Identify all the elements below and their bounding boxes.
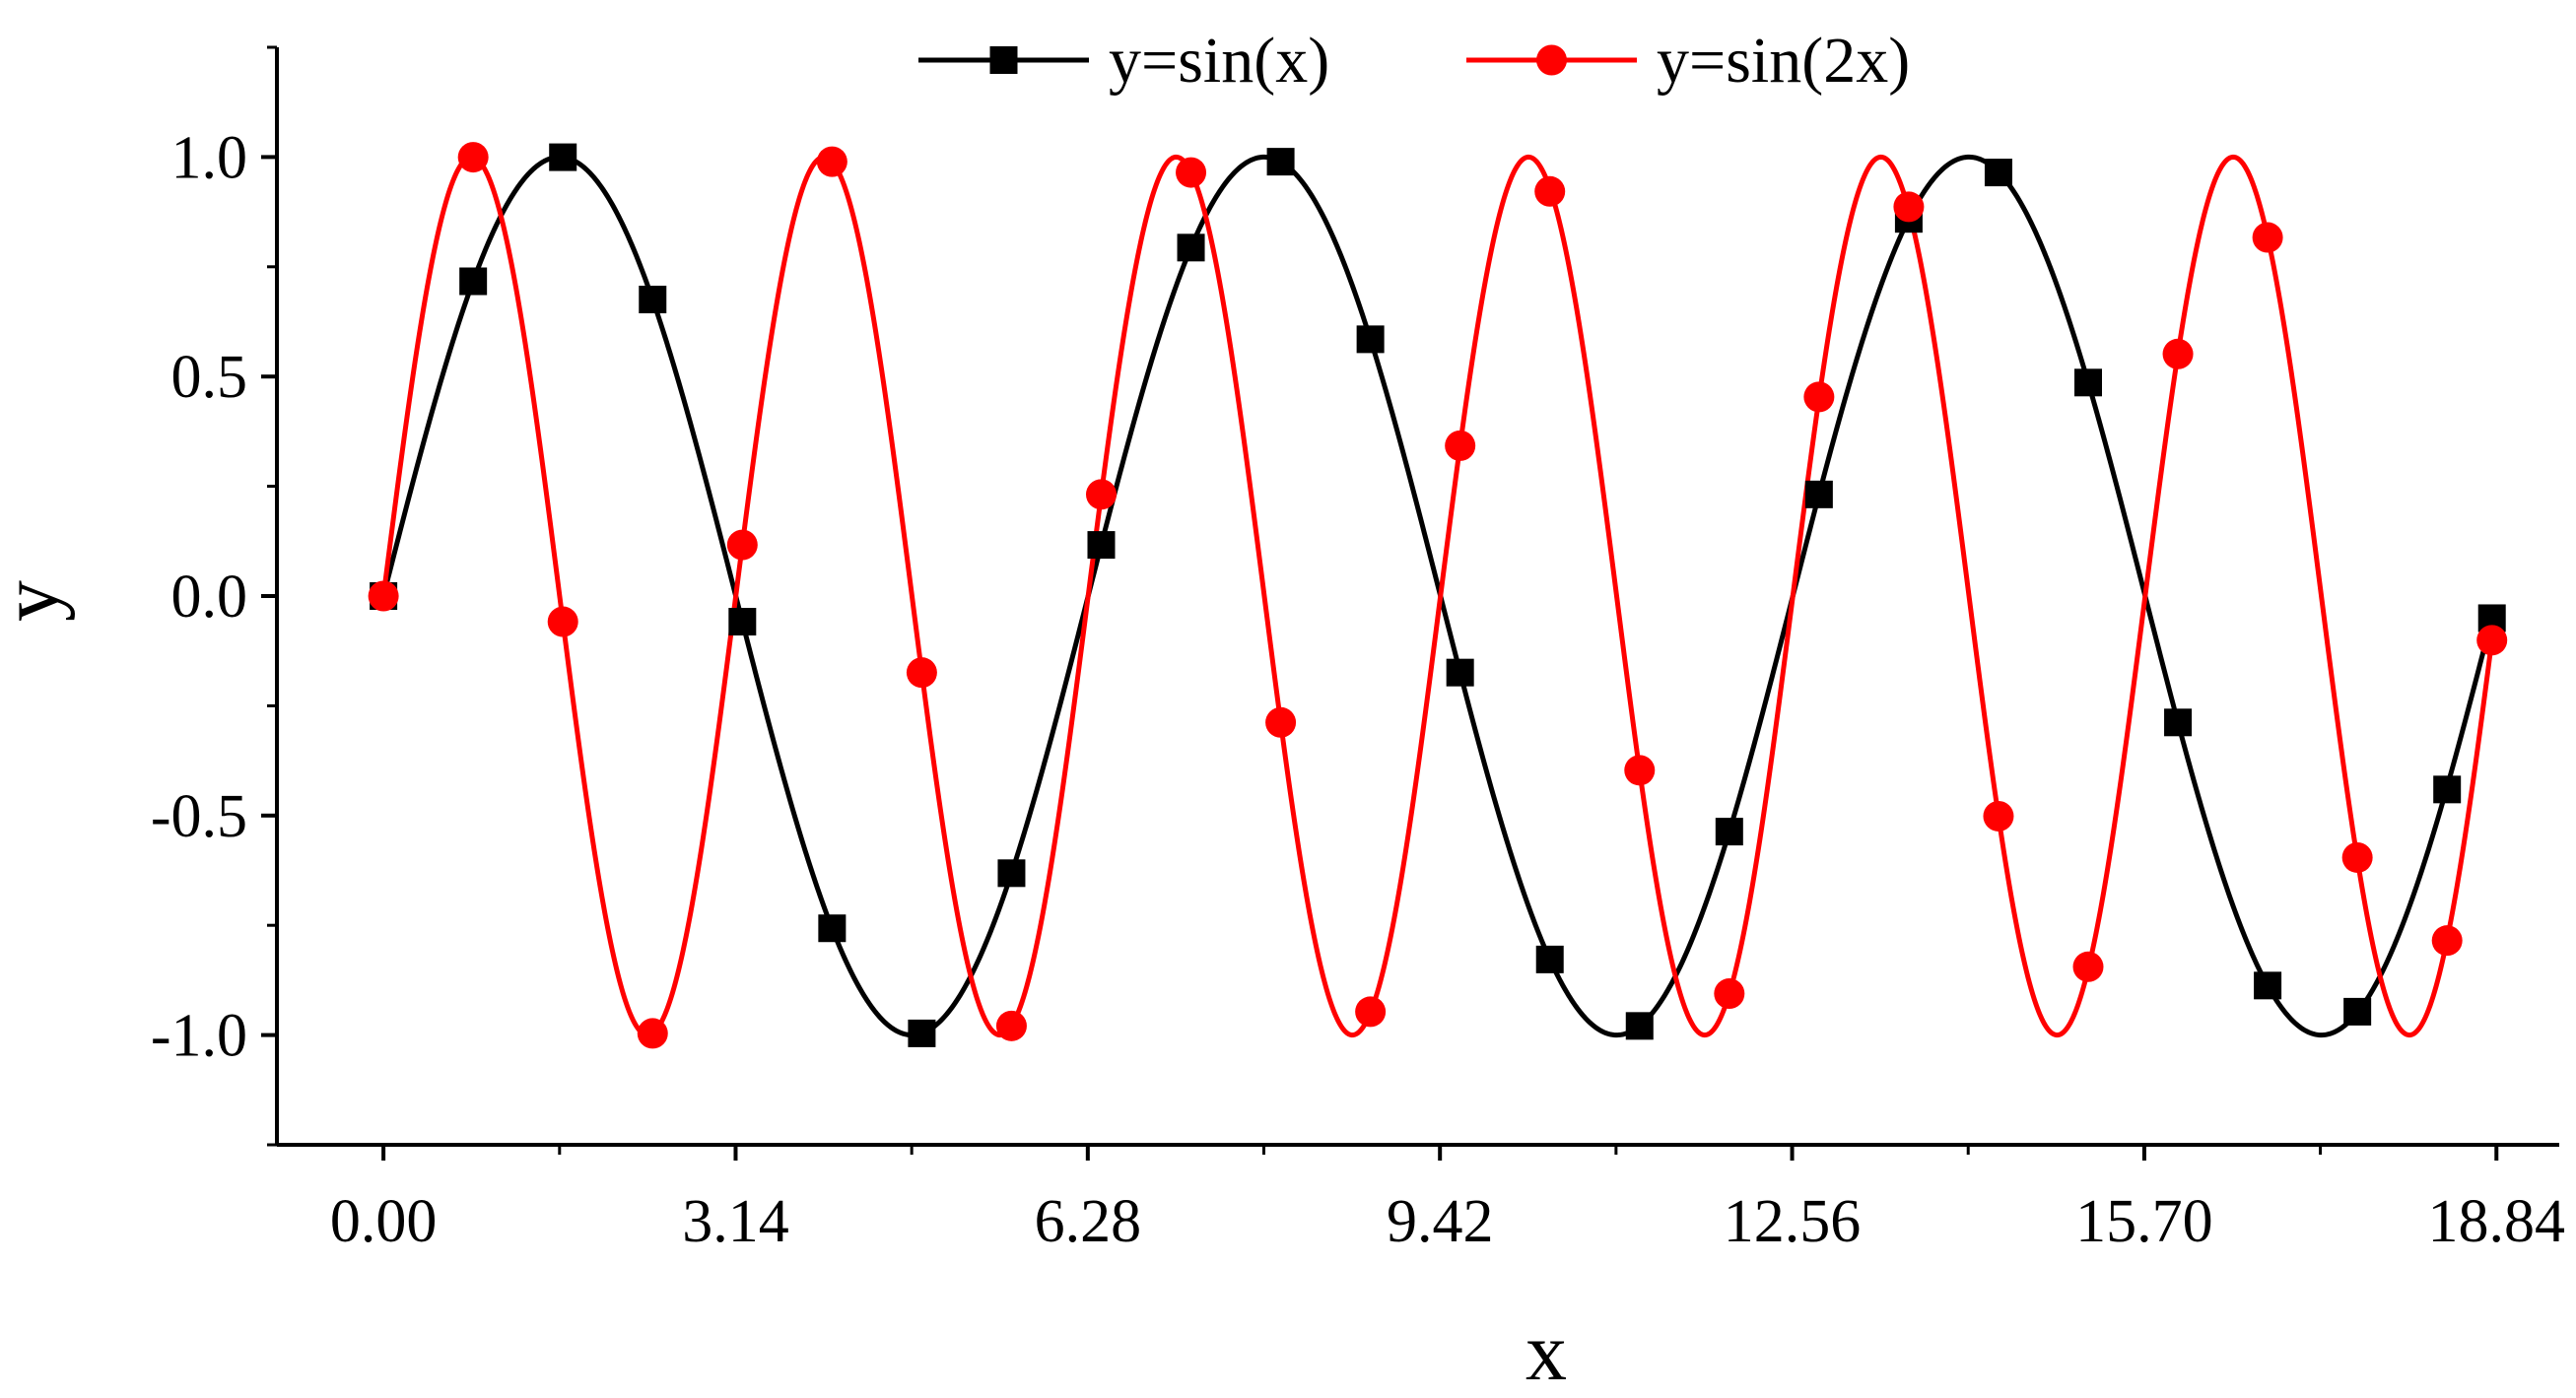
series-1-point (1715, 818, 1743, 846)
x-axis-title: x (1525, 1306, 1567, 1398)
series-2-point (368, 580, 399, 612)
series-1-point (1446, 658, 1474, 687)
y-tick-label: 0.5 (171, 344, 248, 411)
series-2-point (2252, 222, 2283, 253)
series-1-point (459, 267, 488, 296)
series-2-point (1803, 381, 1835, 413)
series-1-point (1087, 531, 1116, 560)
series-2-point (1714, 978, 1745, 1010)
series-markers-layer (368, 142, 2508, 1049)
series-2-point (2072, 951, 2104, 982)
legend-marker-2 (1536, 44, 1567, 76)
x-tick-label: 3.14 (682, 1188, 789, 1255)
series-1-point (2343, 997, 2372, 1026)
legend-label-2: y=sin(2x) (1657, 25, 1910, 97)
legend: y=sin(x) y=sin(2x) (918, 25, 1910, 97)
series-1-point (908, 1019, 936, 1047)
series-2-point (906, 657, 937, 689)
y-tick-label: -0.5 (151, 783, 247, 850)
series-2-point (1265, 706, 1297, 738)
series-2-point (2476, 625, 2508, 656)
series-2-point (2341, 841, 2373, 873)
axes-layer: 0.00 3.14 6.28 9.42 12.56 15.70 18.84 1.0 0.5 0.0… (0, 45, 2566, 1398)
legend-label-1: y=sin(x) (1109, 25, 1329, 97)
y-axis-title: y (0, 580, 76, 622)
series-1-point (1177, 233, 1205, 262)
series-2-point (1355, 996, 1387, 1028)
series-2-point (816, 146, 847, 177)
series-1-point (2254, 971, 2282, 1000)
series-2-point (1624, 755, 1656, 786)
series-1-point (1535, 945, 1564, 973)
series-1-point (2433, 775, 2462, 804)
series-1-point (2074, 368, 2103, 397)
series-1-point (1984, 159, 2012, 187)
series-2-point (2162, 338, 2194, 369)
series-2-point (2431, 925, 2463, 957)
series-2-point (637, 1018, 668, 1049)
series-line-2 (380, 154, 2495, 1038)
series-2-point (1085, 479, 1117, 510)
series-2-point (726, 529, 758, 561)
x-tick-label: 15.70 (2075, 1188, 2213, 1255)
x-tick-label: 18.84 (2428, 1188, 2566, 1255)
series-1-point (2164, 708, 2193, 737)
series-2-point (1983, 800, 2014, 832)
series-1-point (997, 859, 1026, 888)
legend-marker-1 (989, 46, 1018, 74)
y-tick-label: 1.0 (171, 124, 248, 191)
series-2-point (1445, 430, 1476, 461)
series-1-point (818, 914, 847, 943)
y-tick-label: -1.0 (151, 1003, 247, 1070)
series-2-point (457, 142, 489, 173)
x-tick-label: 6.28 (1035, 1188, 1142, 1255)
x-tick-label: 0.00 (330, 1188, 438, 1255)
series-1-point (1266, 148, 1295, 176)
series-1-point (728, 608, 757, 636)
series-curves-layer (380, 154, 2495, 1038)
series-2-point (1534, 175, 1566, 207)
series-1-point (1625, 1012, 1654, 1040)
series-1-point (549, 143, 577, 171)
series-line-1 (380, 154, 2495, 1038)
x-tick-label: 9.42 (1387, 1188, 1494, 1255)
series-1-point (1356, 325, 1385, 354)
series-2-point (995, 1010, 1027, 1041)
x-tick-label: 12.56 (1724, 1188, 1862, 1255)
y-tick-label: 0.0 (171, 564, 248, 631)
series-2-point (547, 606, 578, 637)
series-2-point (1893, 191, 1925, 223)
series-1-point (639, 285, 667, 313)
series-1-point (1804, 480, 1833, 508)
series-2-point (1176, 157, 1207, 188)
